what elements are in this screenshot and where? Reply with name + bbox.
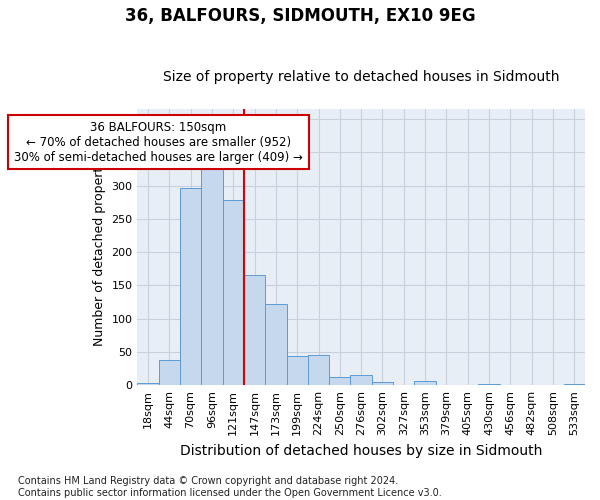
Text: 36 BALFOURS: 150sqm
← 70% of detached houses are smaller (952)
30% of semi-detac: 36 BALFOURS: 150sqm ← 70% of detached ho… <box>14 120 303 164</box>
Bar <box>180 188 201 385</box>
Bar <box>244 275 265 385</box>
Bar <box>287 356 308 385</box>
Bar <box>350 375 372 385</box>
Bar <box>265 304 287 385</box>
Bar <box>563 384 585 385</box>
Bar <box>223 200 244 385</box>
Y-axis label: Number of detached properties: Number of detached properties <box>93 148 106 346</box>
Title: Size of property relative to detached houses in Sidmouth: Size of property relative to detached ho… <box>163 70 559 85</box>
Bar <box>137 383 158 385</box>
Bar <box>308 354 329 385</box>
Bar <box>201 167 223 385</box>
Bar <box>478 384 500 385</box>
Bar <box>158 360 180 385</box>
Bar <box>329 376 350 385</box>
Bar <box>372 382 393 385</box>
Text: Contains HM Land Registry data © Crown copyright and database right 2024.
Contai: Contains HM Land Registry data © Crown c… <box>18 476 442 498</box>
X-axis label: Distribution of detached houses by size in Sidmouth: Distribution of detached houses by size … <box>180 444 542 458</box>
Bar <box>415 381 436 385</box>
Text: 36, BALFOURS, SIDMOUTH, EX10 9EG: 36, BALFOURS, SIDMOUTH, EX10 9EG <box>125 8 475 26</box>
